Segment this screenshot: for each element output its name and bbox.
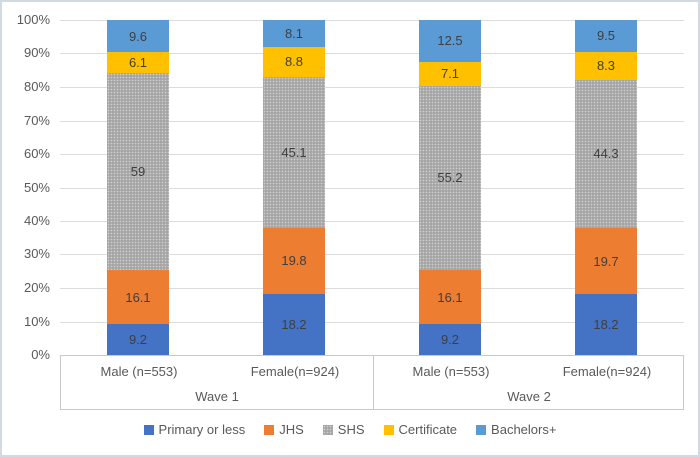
group-label: Wave 1	[195, 389, 239, 404]
gridline	[60, 53, 684, 54]
gridline	[60, 20, 684, 21]
bar: 9.2 16.1 55.2 7.1 12.5	[419, 20, 481, 355]
data-label: 8.8	[284, 54, 304, 70]
y-tick-label: 0%	[31, 347, 50, 362]
data-label: 9.5	[596, 28, 616, 44]
data-label: 8.3	[596, 58, 616, 74]
gridline	[60, 322, 684, 323]
gridline	[60, 154, 684, 155]
data-label: 7.1	[440, 66, 460, 82]
y-tick-label: 50%	[23, 180, 50, 195]
bar-segment: 45.1	[263, 76, 325, 228]
gridline	[60, 254, 684, 255]
data-label: 55.2	[437, 170, 463, 186]
y-tick-label: 30%	[23, 246, 50, 261]
y-tick-label: 10%	[23, 314, 50, 329]
gridline	[60, 221, 684, 222]
category-label: Male (n=553)	[100, 364, 178, 379]
gridline	[60, 121, 684, 122]
legend: Primary or less JHS SHS Certificate Bachelor…	[2, 422, 698, 437]
legend-label: Bachelors+	[491, 422, 557, 437]
y-tick-label: 60%	[23, 146, 50, 161]
y-tick-label: 70%	[23, 113, 50, 128]
legend-label: JHS	[279, 422, 304, 437]
data-label: 9.6	[128, 28, 148, 44]
data-label: 19.7	[593, 253, 619, 269]
data-label: 18.2	[593, 317, 619, 333]
bar: 18.2 19.8 45.1 8.8 8.1	[263, 20, 325, 355]
bar-segment: 12.5	[419, 20, 481, 62]
data-label: 8.1	[284, 26, 304, 42]
bar-segment: 9.2	[107, 324, 169, 355]
bar-segment: 9.5	[575, 20, 637, 52]
y-tick-label: 40%	[23, 213, 50, 228]
data-label: 16.1	[437, 289, 463, 305]
data-label: 16.1	[125, 289, 151, 305]
bar-segment: 9.6	[107, 20, 169, 53]
bar-segment: 8.8	[263, 47, 325, 77]
legend-item: Primary or less	[143, 422, 246, 437]
gridline	[60, 188, 684, 189]
y-tick-label: 100%	[16, 12, 50, 27]
legend-swatch	[476, 424, 487, 435]
category-label: Male (n=553)	[412, 364, 490, 379]
data-label: 45.1	[281, 144, 307, 160]
y-tick-label: 80%	[23, 79, 50, 94]
legend-item: JHS	[264, 422, 304, 437]
category-axis: Male (n=553) Female(n=924) Male (n=553) Fem…	[60, 355, 684, 410]
bar-segment: 19.8	[263, 227, 325, 295]
data-label: 9.2	[440, 332, 460, 348]
data-label: 59	[130, 163, 146, 179]
legend-label: Certificate	[398, 422, 458, 437]
bar-segment: 6.1	[107, 52, 169, 73]
data-label: 44.3	[593, 146, 619, 162]
y-tick-label: 90%	[23, 45, 50, 60]
data-label: 12.5	[437, 33, 463, 49]
legend-swatch	[322, 424, 333, 435]
bar-segment: 7.1	[419, 61, 481, 86]
bar-segment: 8.1	[263, 20, 325, 48]
legend-item: SHS	[322, 422, 365, 437]
plot-area: 9.2 16.1 59 6.1 9.6 18.2 19.8 45.1 8.8 8.1 9.2 16.1…	[60, 20, 684, 355]
legend-item: Bachelors+	[476, 422, 556, 437]
legend-label: SHS	[337, 422, 365, 437]
category-label: Female(n=924)	[562, 364, 652, 379]
data-label: 18.2	[281, 317, 307, 333]
data-label: 9.2	[128, 332, 148, 348]
bar-segment: 16.1	[419, 270, 481, 325]
bar-segment: 9.2	[419, 324, 481, 355]
legend-swatch	[264, 424, 275, 435]
bar-segment: 44.3	[575, 79, 637, 229]
group-separator	[373, 356, 374, 409]
data-label: 19.8	[281, 253, 307, 269]
category-label: Female(n=924)	[250, 364, 340, 379]
legend-label: Primary or less	[158, 422, 246, 437]
bar-segment: 18.2	[263, 294, 325, 355]
bar: 18.2 19.7 44.3 8.3 9.5	[575, 20, 637, 355]
bar-segment: 55.2	[419, 85, 481, 271]
gridline	[60, 288, 684, 289]
legend-item: Certificate	[383, 422, 458, 437]
bar-segment: 18.2	[575, 294, 637, 355]
y-tick-label: 20%	[23, 280, 50, 295]
bar-segment: 8.3	[575, 51, 637, 80]
group-label: Wave 2	[507, 389, 551, 404]
bar: 9.2 16.1 59 6.1 9.6	[107, 20, 169, 355]
data-label: 6.1	[128, 54, 148, 70]
bar-segment: 16.1	[107, 270, 169, 325]
bar-segment: 19.7	[575, 228, 637, 295]
gridline	[60, 87, 684, 88]
legend-swatch	[383, 424, 394, 435]
legend-swatch	[143, 424, 154, 435]
bar-segment: 59	[107, 72, 169, 271]
